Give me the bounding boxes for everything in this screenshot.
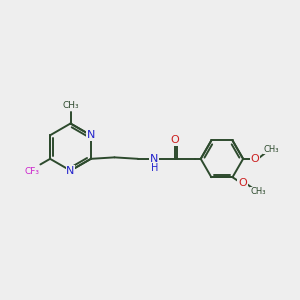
Text: N: N — [66, 166, 75, 176]
Text: H: H — [151, 163, 158, 173]
Text: CH₃: CH₃ — [62, 101, 79, 110]
Text: CF₃: CF₃ — [24, 167, 39, 176]
Text: O: O — [250, 154, 259, 164]
Text: N: N — [87, 130, 95, 140]
Text: O: O — [238, 178, 247, 188]
Text: N: N — [150, 154, 158, 164]
Text: CH₃: CH₃ — [250, 188, 266, 196]
Text: O: O — [170, 135, 179, 145]
Text: CH₃: CH₃ — [264, 145, 279, 154]
